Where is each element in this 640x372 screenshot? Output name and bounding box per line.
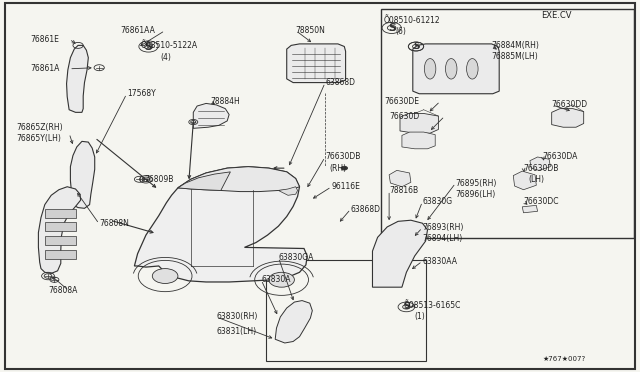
- Text: 63868D: 63868D: [325, 78, 355, 87]
- Text: 78850N: 78850N: [296, 26, 326, 35]
- Bar: [45, 222, 76, 231]
- Text: Õ08513-6165C: Õ08513-6165C: [403, 301, 461, 310]
- Text: 76861AA: 76861AA: [120, 26, 155, 35]
- Text: 76884M(RH): 76884M(RH): [492, 41, 540, 50]
- Ellipse shape: [424, 58, 436, 79]
- Text: 76630DD: 76630DD: [552, 100, 588, 109]
- Polygon shape: [372, 220, 428, 287]
- Polygon shape: [178, 172, 230, 190]
- Bar: [45, 236, 76, 245]
- Polygon shape: [400, 113, 438, 133]
- Circle shape: [269, 272, 294, 287]
- Text: 63830A: 63830A: [261, 275, 291, 284]
- Polygon shape: [530, 157, 550, 170]
- Text: 76865Y(LH): 76865Y(LH): [16, 134, 61, 143]
- Text: 63830(RH): 63830(RH): [216, 312, 258, 321]
- Text: 76861E: 76861E: [31, 35, 60, 44]
- Text: 76630DE: 76630DE: [384, 97, 419, 106]
- Bar: [45, 250, 76, 259]
- Polygon shape: [67, 45, 88, 112]
- Text: 78884H: 78884H: [210, 97, 239, 106]
- Polygon shape: [552, 109, 584, 127]
- Polygon shape: [413, 44, 499, 94]
- Text: 76895(RH): 76895(RH): [456, 179, 497, 187]
- Text: 63830AA: 63830AA: [422, 257, 458, 266]
- Text: 63831(LH): 63831(LH): [216, 327, 257, 336]
- Text: Õ08510-5122A: Õ08510-5122A: [141, 41, 198, 50]
- Polygon shape: [193, 103, 229, 128]
- Text: 76885M(LH): 76885M(LH): [492, 52, 538, 61]
- Circle shape: [341, 166, 348, 170]
- Polygon shape: [287, 44, 346, 83]
- Text: 63830GA: 63830GA: [278, 253, 314, 262]
- Polygon shape: [134, 167, 307, 282]
- Polygon shape: [275, 301, 312, 343]
- Text: 76630DB: 76630DB: [524, 164, 559, 173]
- Text: 76894(LH): 76894(LH): [422, 234, 463, 243]
- Ellipse shape: [445, 58, 457, 79]
- Text: 76630DA: 76630DA: [543, 153, 578, 161]
- Ellipse shape: [467, 58, 478, 79]
- Text: 76865Z(RH): 76865Z(RH): [16, 123, 63, 132]
- Polygon shape: [70, 141, 95, 208]
- Bar: [381, 9, 634, 238]
- Text: 76630DB: 76630DB: [325, 153, 360, 161]
- Text: 76893(RH): 76893(RH): [422, 223, 464, 232]
- Polygon shape: [178, 167, 300, 192]
- Text: 76630DC: 76630DC: [524, 197, 559, 206]
- Text: (4): (4): [160, 53, 171, 62]
- Text: ★767★007?: ★767★007?: [543, 356, 586, 362]
- Text: EXE.CV: EXE.CV: [541, 11, 572, 20]
- Text: S: S: [403, 302, 410, 311]
- Text: (6): (6): [396, 27, 406, 36]
- Circle shape: [152, 269, 178, 283]
- Text: 76808N: 76808N: [99, 219, 129, 228]
- Text: S: S: [145, 42, 152, 51]
- Text: (1): (1): [415, 312, 426, 321]
- Text: 63830G: 63830G: [422, 197, 452, 206]
- Text: (RH): (RH): [330, 164, 347, 173]
- Text: 17568Y: 17568Y: [127, 89, 156, 98]
- Text: 76896(LH): 76896(LH): [456, 190, 496, 199]
- Text: 76861A: 76861A: [31, 64, 60, 73]
- Text: S: S: [413, 42, 419, 51]
- Text: (LH): (LH): [528, 175, 544, 184]
- Polygon shape: [278, 187, 298, 195]
- Polygon shape: [389, 170, 411, 187]
- Text: 63868D: 63868D: [351, 205, 381, 214]
- Text: 78816B: 78816B: [389, 186, 419, 195]
- Text: Õ08510-61212: Õ08510-61212: [384, 16, 440, 25]
- Bar: [45, 209, 76, 218]
- Text: 76809B: 76809B: [144, 175, 173, 184]
- Polygon shape: [522, 205, 538, 213]
- Text: 76630D: 76630D: [389, 112, 419, 121]
- Text: 76808A: 76808A: [48, 286, 77, 295]
- Polygon shape: [402, 132, 435, 149]
- Text: 96116E: 96116E: [332, 182, 360, 191]
- Polygon shape: [513, 171, 536, 190]
- Polygon shape: [38, 187, 81, 273]
- Text: S: S: [388, 23, 396, 33]
- Bar: [266, 260, 426, 361]
